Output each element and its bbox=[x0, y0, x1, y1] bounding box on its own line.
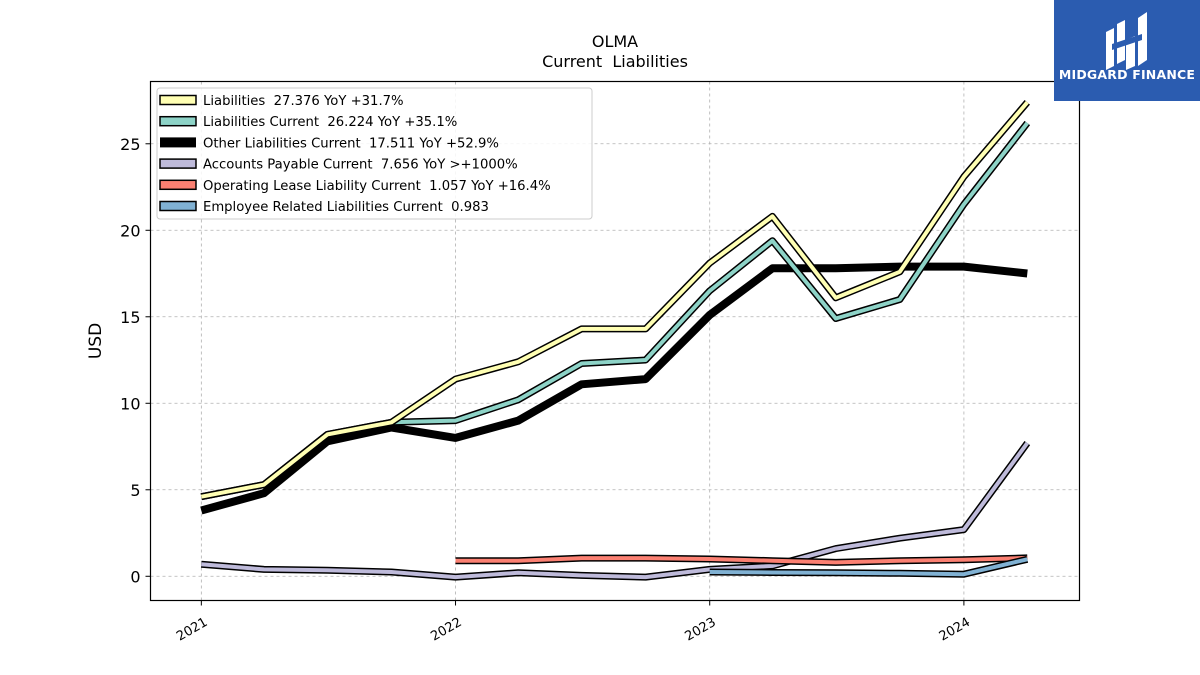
x-tick-label: 2021 bbox=[174, 615, 210, 645]
legend-swatch bbox=[159, 94, 197, 106]
plot-frame bbox=[149, 80, 1081, 602]
chart-subtitle: Current Liabilities bbox=[542, 52, 688, 71]
legend-box bbox=[156, 87, 593, 220]
legend: Liabilities 27.376 YoY +31.7% Liabilities… bbox=[156, 87, 593, 220]
y-tick-label: 25 bbox=[120, 135, 140, 154]
legend-swatch bbox=[159, 115, 197, 127]
legend-label: Operating Lease Liability Current 1.057 … bbox=[203, 179, 551, 194]
chart-title: OLMA bbox=[592, 32, 638, 51]
legend-swatch bbox=[159, 179, 197, 191]
x-tick-label: 2023 bbox=[683, 615, 719, 645]
legend-label: Liabilities 27.376 YoY +31.7% bbox=[203, 94, 404, 109]
y-tick-label: 15 bbox=[120, 308, 140, 327]
y-tick-label: 20 bbox=[120, 221, 140, 240]
legend-swatch bbox=[160, 137, 196, 148]
logo-mark-icon bbox=[1106, 12, 1147, 70]
series-line-other-liabilities-current bbox=[200, 262, 1028, 515]
x-tick-label: 2022 bbox=[428, 615, 464, 645]
series-line-operating-lease-liability-current bbox=[455, 555, 1028, 565]
logo-text: MIDGARD FINANCE bbox=[1058, 67, 1196, 82]
y-tick-label: 10 bbox=[120, 394, 140, 413]
legend-entry: Liabilities 27.376 YoY +31.7% bbox=[159, 94, 404, 109]
series-line-liabilities bbox=[200, 101, 1029, 499]
y-axis-ticks: 0 5 10 15 20 25 bbox=[120, 135, 151, 586]
legend-label: Employee Related Liabilities Current 0.9… bbox=[203, 200, 489, 215]
legend-label: Accounts Payable Current 7.656 YoY >+100… bbox=[203, 158, 518, 173]
legend-entry: Operating Lease Liability Current 1.057 … bbox=[159, 179, 551, 194]
series-line-employee-related-liabilities-current bbox=[709, 557, 1028, 577]
company-logo: MIDGARD FINANCE bbox=[1054, 0, 1200, 101]
legend-entry: Employee Related Liabilities Current 0.9… bbox=[159, 200, 489, 215]
x-tick-label: 2024 bbox=[937, 615, 973, 645]
legend-swatch bbox=[159, 200, 197, 212]
y-tick-label: 5 bbox=[130, 481, 140, 500]
series-line-accounts-payable-current bbox=[201, 441, 1029, 580]
legend-label: Liabilities Current 26.224 YoY +35.1% bbox=[203, 115, 457, 130]
y-axis-label: USD bbox=[86, 323, 106, 359]
legend-label: Other Liabilities Current 17.511 YoY +52… bbox=[203, 136, 499, 151]
x-axis-ticks: 2021 2022 2023 2024 bbox=[174, 600, 973, 645]
legend-entry: Accounts Payable Current 7.656 YoY >+100… bbox=[159, 158, 518, 173]
legend-entry: Liabilities Current 26.224 YoY +35.1% bbox=[159, 115, 457, 130]
legend-entry: Other Liabilities Current 17.511 YoY +52… bbox=[160, 136, 499, 151]
y-tick-label: 0 bbox=[130, 567, 140, 586]
legend-swatch bbox=[159, 158, 197, 169]
series-lines bbox=[200, 100, 1031, 581]
